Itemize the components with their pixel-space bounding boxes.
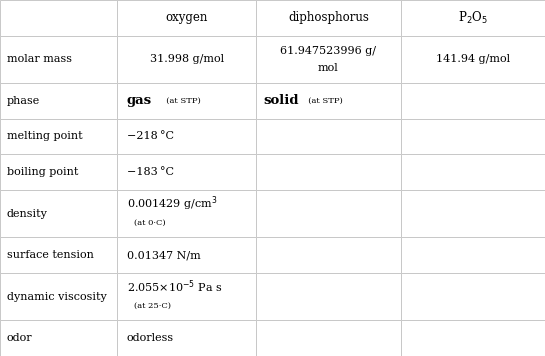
Bar	[256, 0, 401, 36]
Bar	[117, 273, 256, 320]
Bar	[0, 119, 117, 154]
Text: 0.01347 N/m: 0.01347 N/m	[127, 250, 201, 260]
Bar	[117, 154, 256, 190]
Bar	[256, 154, 401, 190]
Bar	[117, 119, 256, 154]
Bar	[0, 237, 117, 273]
Text: boiling point: boiling point	[7, 167, 78, 177]
Bar	[256, 237, 401, 273]
Text: molar mass: molar mass	[7, 54, 71, 64]
Text: diphosphorus: diphosphorus	[288, 11, 369, 24]
Text: odorless: odorless	[127, 333, 174, 343]
Bar	[256, 190, 401, 237]
Bar	[401, 320, 545, 356]
Text: 141.94 g/mol: 141.94 g/mol	[435, 54, 510, 64]
Bar	[0, 273, 117, 320]
Bar	[256, 36, 401, 83]
Bar	[256, 320, 401, 356]
Bar	[117, 190, 256, 237]
Text: 2.055$\times$10$^{-5}$ Pa s: 2.055$\times$10$^{-5}$ Pa s	[127, 279, 222, 295]
Bar	[0, 0, 117, 36]
Bar	[0, 83, 117, 119]
Bar	[0, 154, 117, 190]
Text: phase: phase	[7, 96, 40, 106]
Text: (at 0·C): (at 0·C)	[134, 219, 165, 227]
Bar	[117, 320, 256, 356]
Text: (at 25·C): (at 25·C)	[134, 302, 171, 310]
Bar	[401, 83, 545, 119]
Text: (at STP): (at STP)	[161, 97, 201, 105]
Bar	[256, 119, 401, 154]
Text: odor: odor	[7, 333, 32, 343]
Text: 0.001429 g/cm$^3$: 0.001429 g/cm$^3$	[127, 195, 217, 213]
Bar	[401, 273, 545, 320]
Text: 31.998 g/mol: 31.998 g/mol	[149, 54, 224, 64]
Text: (at STP): (at STP)	[303, 97, 343, 105]
Text: surface tension: surface tension	[7, 250, 93, 260]
Bar	[117, 83, 256, 119]
Bar	[401, 119, 545, 154]
Text: 61.947523996 g/: 61.947523996 g/	[280, 46, 377, 56]
Bar	[401, 0, 545, 36]
Text: gas: gas	[127, 94, 152, 108]
Text: density: density	[7, 209, 47, 219]
Text: P$_2$O$_5$: P$_2$O$_5$	[458, 10, 488, 26]
Text: dynamic viscosity: dynamic viscosity	[7, 292, 106, 302]
Text: oxygen: oxygen	[166, 11, 208, 24]
Text: mol: mol	[318, 63, 339, 73]
Text: solid: solid	[264, 94, 299, 108]
Text: −183 °C: −183 °C	[127, 167, 174, 177]
Bar	[117, 36, 256, 83]
Bar	[401, 36, 545, 83]
Bar	[256, 273, 401, 320]
Bar	[117, 0, 256, 36]
Text: melting point: melting point	[7, 131, 82, 141]
Bar	[0, 36, 117, 83]
Bar	[401, 154, 545, 190]
Bar	[256, 83, 401, 119]
Bar	[401, 237, 545, 273]
Bar	[117, 237, 256, 273]
Bar	[0, 320, 117, 356]
Text: −218 °C: −218 °C	[127, 131, 174, 141]
Bar	[0, 190, 117, 237]
Bar	[401, 190, 545, 237]
